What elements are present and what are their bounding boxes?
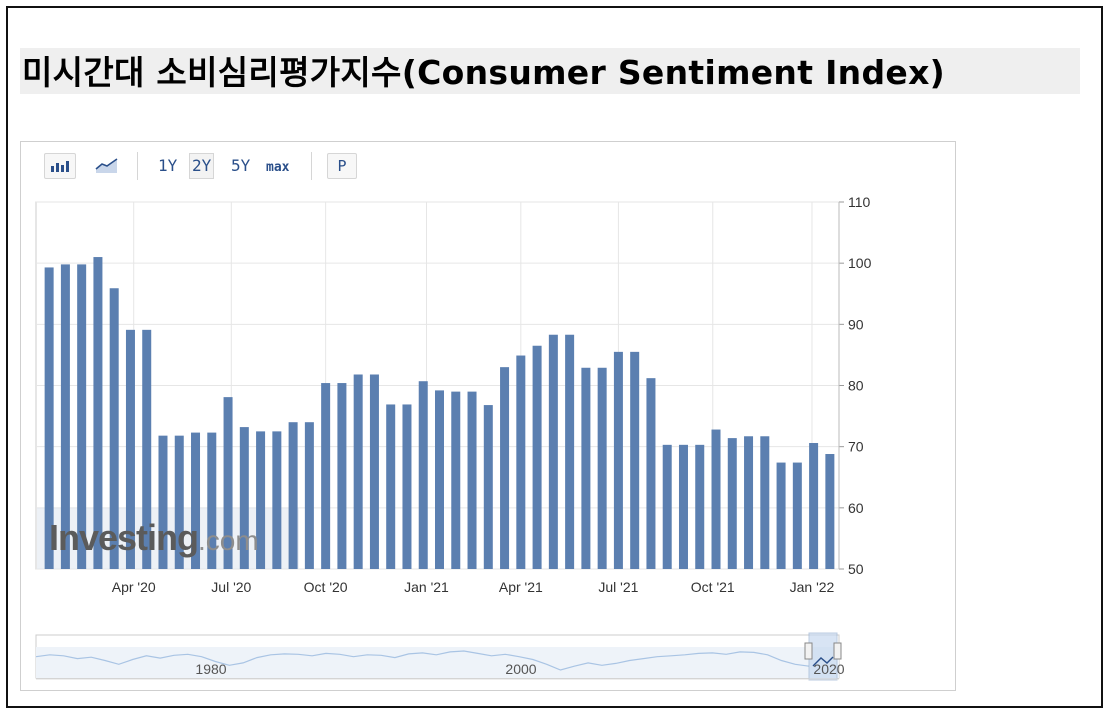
x-tick-label: Jul '20 [211, 579, 251, 595]
bar [369, 374, 379, 569]
bar [77, 264, 87, 569]
x-tick-label: Apr '20 [112, 579, 156, 595]
bar [760, 436, 770, 569]
y-tick-label: 100 [848, 255, 872, 271]
y-tick-label: 70 [848, 439, 864, 455]
bar [597, 367, 607, 569]
bar [402, 404, 412, 569]
watermark-suffix: .com [198, 525, 259, 556]
chart-plot: 50 60 70 80 90 100 110 Apr '20 Jul '20 Oct '20 Jan… [35, 194, 872, 681]
bar-chart-icon [51, 157, 69, 176]
toolbar-divider [137, 152, 138, 180]
x-tick-label: Jul '21 [598, 579, 638, 595]
bar [256, 431, 266, 569]
x-tick-label: Oct '20 [304, 579, 348, 595]
bar [516, 355, 526, 569]
y-tick-label: 110 [848, 194, 871, 210]
bar [272, 431, 282, 569]
navigator-label: 2000 [505, 661, 536, 677]
bar [435, 390, 444, 569]
y-tick-label: 90 [848, 316, 864, 332]
navigator-label: 2020 [813, 661, 844, 677]
x-tick-label: Jan '21 [404, 579, 449, 595]
navigator-handle-right [833, 642, 842, 660]
p-button[interactable]: P [327, 153, 357, 179]
bar [500, 367, 510, 569]
bar [467, 391, 477, 569]
bar [93, 257, 103, 569]
bar [548, 334, 558, 569]
chart-widget: 1Y 2Y 5Y max P 50 60 70 80 90 100 110 Apr '20 Ju… [20, 141, 956, 691]
range-5y-button[interactable]: 5Y [231, 156, 251, 175]
bar-chart-button[interactable] [44, 153, 76, 179]
bar [191, 432, 201, 569]
navigator-selection-line [812, 656, 834, 667]
page-title: 미시간대 소비심리평가지수(Consumer Sentiment Index) [22, 53, 946, 92]
bar [60, 264, 70, 569]
bar [825, 454, 835, 569]
bar [451, 391, 461, 569]
bar [223, 397, 233, 569]
bar [288, 422, 298, 569]
bar [353, 374, 363, 569]
bar [662, 444, 672, 569]
bar [532, 345, 542, 569]
bar [613, 351, 623, 569]
toolbar-divider [311, 152, 312, 180]
bar [776, 462, 786, 569]
bar [646, 378, 656, 569]
bar [809, 442, 819, 569]
bar [727, 438, 737, 569]
x-tick-label: Apr '21 [499, 579, 543, 595]
line-chart-icon [95, 158, 119, 178]
bar [630, 351, 640, 569]
watermark-brand: Investing [49, 517, 199, 558]
bar [744, 436, 754, 569]
x-tick-label: Oct '21 [691, 579, 735, 595]
bar [386, 404, 396, 569]
title-highlight [20, 48, 1080, 94]
line-chart-button[interactable] [95, 156, 121, 176]
bar [581, 367, 591, 569]
navigator-selection [808, 632, 838, 681]
investing-watermark: Investing.com [49, 517, 259, 559]
navigator-handle-left [804, 642, 813, 660]
bar [337, 383, 347, 569]
p-button-label: P [337, 157, 347, 175]
range-max-button[interactable]: max [266, 160, 290, 175]
bar [239, 427, 249, 569]
bar [695, 444, 705, 569]
y-tick-label: 50 [848, 561, 864, 577]
bar [711, 429, 721, 569]
bar [565, 334, 575, 569]
range-1y-button[interactable]: 1Y [158, 156, 178, 175]
bar [418, 381, 428, 569]
navigator-trend-line [35, 650, 810, 671]
navigator-label: 1980 [195, 661, 226, 677]
bar [321, 383, 331, 569]
bar [125, 329, 135, 569]
bar [304, 422, 314, 569]
bar [678, 444, 688, 569]
navigator-fill [36, 647, 839, 678]
bar [44, 267, 54, 569]
bar [483, 405, 493, 569]
bar [109, 288, 119, 569]
bar [207, 432, 217, 569]
x-tick-label: Jan '22 [790, 579, 835, 595]
chart-toolbar: 1Y 2Y 5Y max P [21, 142, 955, 189]
bar [142, 329, 152, 569]
y-tick-label: 80 [848, 378, 864, 394]
bar [174, 435, 184, 569]
bar [158, 435, 168, 569]
bar [792, 462, 802, 569]
range-2y-button[interactable]: 2Y [189, 153, 215, 179]
y-tick-label: 60 [848, 500, 864, 516]
